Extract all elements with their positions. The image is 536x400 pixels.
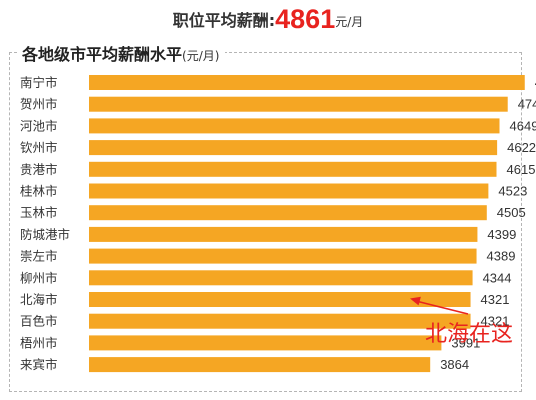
- value-label: 4399: [487, 227, 516, 242]
- category-label: 梧州市: [20, 335, 58, 350]
- value-label: 4321: [481, 292, 510, 307]
- annotation-arrow-head: [410, 296, 421, 306]
- bar: [89, 183, 489, 199]
- bar: [89, 226, 478, 242]
- average-salary-value: 4861: [275, 4, 336, 34]
- summary-headline: 职位平均薪酬:4861元/月: [0, 4, 536, 35]
- value-label: 4344: [483, 270, 512, 285]
- value-label: 3864: [440, 357, 469, 372]
- category-label: 防城港市: [20, 227, 70, 242]
- chart-title-unit: (元/月): [182, 49, 220, 63]
- value-label: 4622: [507, 140, 536, 155]
- bar: [89, 313, 471, 329]
- value-label: 4649: [510, 118, 536, 133]
- annotation-arrow-line: [417, 300, 469, 315]
- chart-title: 各地级市平均薪酬水平(元/月): [18, 41, 226, 65]
- bar: [89, 357, 431, 373]
- bar: [89, 248, 477, 264]
- category-label: 北海市: [20, 292, 58, 307]
- value-label: 4935: [535, 75, 536, 90]
- value-label: 4742: [518, 97, 536, 112]
- bar: [89, 161, 497, 177]
- chart-panel: [9, 52, 522, 392]
- bar: [89, 75, 525, 90]
- bar: [89, 270, 473, 286]
- bar: [89, 96, 508, 112]
- chart-title-text: 各地级市平均薪酬水平: [22, 45, 183, 64]
- bar: [89, 205, 487, 221]
- category-label: 贵港市: [20, 162, 58, 177]
- average-salary-label: 职位平均薪酬:: [172, 11, 276, 30]
- value-label: 4523: [498, 184, 527, 199]
- category-label: 百色市: [20, 314, 58, 329]
- bar: [89, 118, 500, 134]
- category-label: 钦州市: [20, 140, 58, 155]
- bar: [89, 140, 498, 156]
- category-label: 玉林市: [20, 205, 58, 220]
- value-label: 4615: [507, 162, 536, 177]
- average-salary-unit: 元/月: [335, 15, 364, 29]
- bar: [89, 292, 471, 307]
- category-label: 柳州市: [20, 270, 58, 285]
- category-label: 河池市: [20, 118, 58, 133]
- value-label: 4389: [487, 249, 516, 264]
- category-label: 来宾市: [20, 357, 58, 372]
- bar: [89, 335, 442, 351]
- value-label: 3991: [451, 335, 480, 350]
- value-label: 4321: [481, 314, 510, 329]
- category-label: 桂林市: [20, 184, 58, 199]
- category-label: 崇左市: [20, 249, 58, 264]
- annotation-text: 北海在这: [425, 322, 514, 347]
- category-label: 贺州市: [20, 97, 58, 112]
- category-label: 南宁市: [20, 75, 58, 90]
- value-label: 4505: [497, 205, 526, 220]
